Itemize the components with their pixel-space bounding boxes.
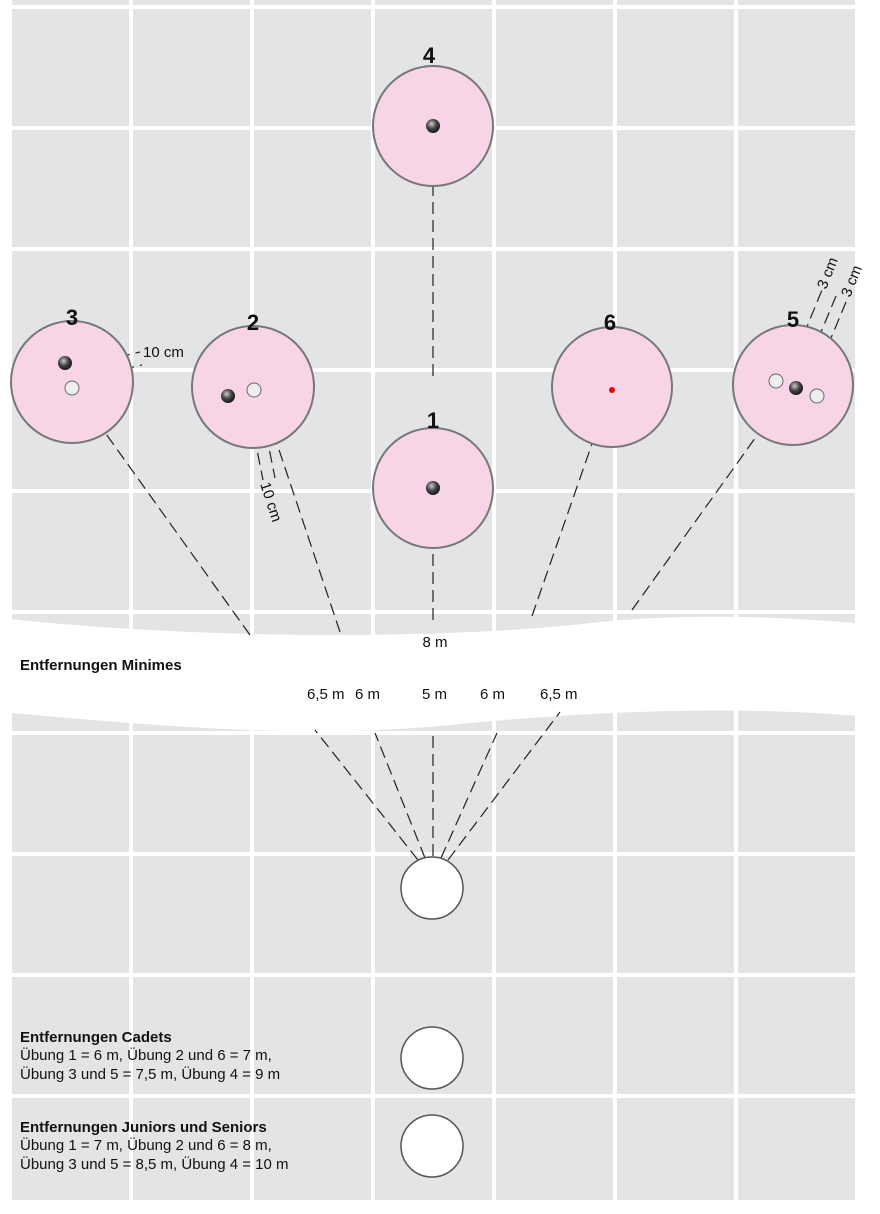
section-title: Entfernungen Juniors und Seniors [20, 1119, 267, 1136]
throw-circle [400, 1026, 464, 1090]
section-title: Entfernungen Minimes [20, 657, 182, 674]
distance-label: 6,5 m [540, 686, 578, 703]
target-label: 5 [787, 307, 799, 332]
distance-label: 6,5 m [307, 686, 345, 703]
section-text: Übung 3 und 5 = 8,5 m, Übung 4 = 10 m [20, 1155, 289, 1173]
target-label: 4 [423, 43, 436, 68]
section-text: Übung 1 = 6 m, Übung 2 und 6 = 7 m, [20, 1046, 272, 1064]
target-label: 1 [427, 408, 439, 433]
distance-label: 5 m [422, 686, 447, 703]
targets: 1 2 3 4 5 6 [10, 43, 854, 549]
annotation: 8 m [422, 634, 447, 651]
wave-band [0, 616, 880, 732]
annotation: 10 cm [143, 344, 184, 361]
distance-label: 6 m [480, 686, 505, 703]
throw-circle [400, 1114, 464, 1178]
boules [58, 119, 825, 495]
target-label: 3 [66, 305, 78, 330]
target-label: 2 [247, 310, 259, 335]
target-point [609, 387, 615, 393]
target-label: 6 [604, 310, 616, 335]
section-text: Übung 3 und 5 = 7,5 m, Übung 4 = 9 m [20, 1065, 280, 1083]
section-text: Übung 1 = 7 m, Übung 2 und 6 = 8 m, [20, 1136, 272, 1154]
distance-label: 6 m [355, 686, 380, 703]
throw-circle [400, 856, 464, 920]
section-title: Entfernungen Cadets [20, 1029, 172, 1046]
